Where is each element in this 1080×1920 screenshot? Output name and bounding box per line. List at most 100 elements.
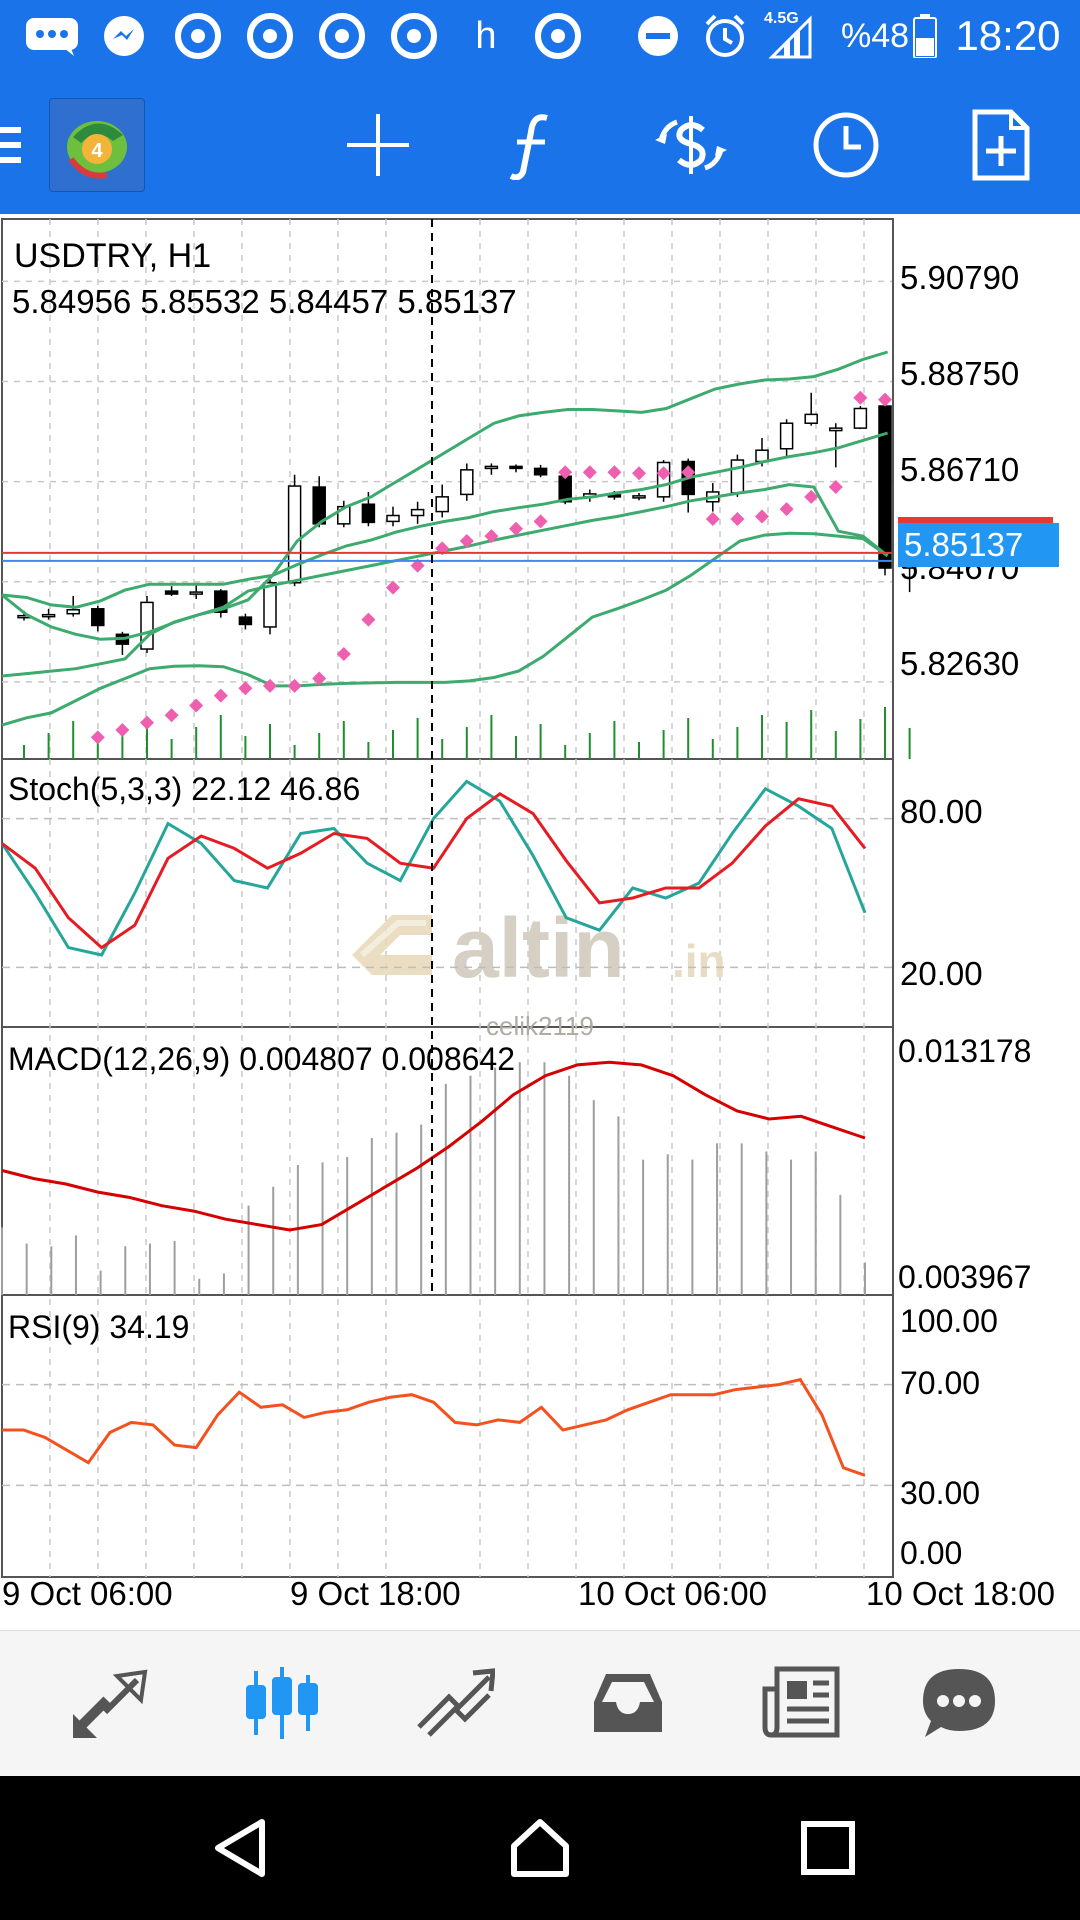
system-navigation-bar: [0, 1776, 1080, 1920]
bull-candle: [779, 422, 794, 450]
quotes-tab[interactable]: [54, 1653, 164, 1753]
sar-dot: [459, 534, 474, 549]
current-price-label: 5.85137: [898, 523, 1059, 567]
bear-candle: [312, 486, 326, 525]
trade-tab[interactable]: [400, 1653, 510, 1753]
sar-dot: [140, 715, 154, 730]
sar-dot: [90, 730, 105, 745]
macd-tick: 0.003967: [898, 1259, 1032, 1295]
sar-dot: [312, 671, 327, 686]
symbol-label: USDTRY, H1: [14, 237, 212, 275]
quotes-icon: [73, 1669, 148, 1738]
rsi-line: [2, 1377, 866, 1477]
alarm-icon: [698, 10, 752, 62]
chrome-icon: [530, 10, 586, 62]
news-tab[interactable]: [746, 1653, 856, 1753]
recents-button[interactable]: [778, 1798, 878, 1898]
bear-candle: [361, 503, 376, 524]
chrome-icon: [170, 10, 226, 62]
time-tick: 9 Oct 06:00: [2, 1575, 173, 1612]
watermark-user: celik2119: [486, 1011, 594, 1041]
watermark-brand: altin: [452, 901, 625, 995]
charts-tab[interactable]: [227, 1653, 337, 1753]
back-button[interactable]: [190, 1798, 290, 1898]
price-line-marker: [898, 517, 1053, 523]
ohlc-label: 5.84956 5.85532 5.84457 5.85137: [12, 283, 517, 320]
sar-dot: [828, 480, 843, 495]
stochastic-panel[interactable]: [0, 779, 893, 969]
new-order-icon[interactable]: [956, 100, 1046, 190]
bollinger-upper: [1, 350, 889, 678]
metatrader-4-icon[interactable]: 4: [49, 98, 145, 192]
timeframe-icon[interactable]: [801, 100, 891, 190]
bear-candle: [91, 608, 105, 627]
bull-candle: [484, 465, 499, 470]
sar-dot: [681, 465, 696, 480]
bear-candle: [607, 494, 622, 498]
stoch-tick: 80.00: [900, 793, 983, 830]
bull-candle: [632, 495, 646, 499]
bull-candle: [853, 407, 868, 429]
sar-dot: [582, 465, 597, 480]
chart-area[interactable]: altin .in celik2119 USDTRY, H1 5.84956 5…: [0, 215, 1080, 1615]
watermark-suffix: .in: [672, 935, 726, 987]
crosshair-icon[interactable]: [333, 100, 423, 190]
bull-candle: [829, 427, 843, 432]
sar-dot: [853, 390, 868, 405]
bear-candle: [533, 467, 548, 476]
svg-text:4: 4: [91, 140, 103, 162]
price-tick: 5.90790: [900, 259, 1020, 296]
time-tick: 9 Oct 18:00: [290, 1575, 461, 1612]
sar-dot: [632, 466, 646, 481]
sar-dot: [164, 708, 179, 723]
messenger-icon: [98, 10, 150, 62]
time-tick: 10 Oct 06:00: [578, 1575, 767, 1612]
sar-dot: [115, 723, 130, 738]
chat-tab[interactable]: [904, 1653, 1014, 1753]
status-bar: h 4.5G %48 18:20: [0, 0, 1080, 74]
sar-dot: [533, 514, 548, 529]
chrome-icon: [386, 10, 442, 62]
sar-dot: [705, 511, 720, 526]
battery-percent: %48: [840, 16, 910, 55]
sar-dot: [361, 612, 376, 627]
rsi-tick: 30.00: [900, 1475, 981, 1511]
news-icon: [762, 1666, 840, 1738]
macd-panel[interactable]: [1, 1060, 866, 1295]
price-chart-panel[interactable]: [1, 350, 917, 759]
clock-time: 18:20: [955, 12, 1061, 59]
sar-dot: [213, 688, 228, 703]
sar-dot: [287, 678, 302, 693]
sar-dot: [779, 502, 794, 517]
bollinger-lower-band: [1, 531, 889, 727]
rsi-tick: 100.00: [900, 1303, 998, 1339]
symbols-icon[interactable]: [646, 100, 736, 190]
rsi-tick: 0.00: [900, 1535, 963, 1571]
menu-icon[interactable]: [0, 100, 38, 190]
bull-candle: [189, 591, 203, 595]
bollinger-middle: [1, 431, 889, 609]
recents-icon: [801, 1821, 855, 1875]
price-tick: 5.86710: [900, 451, 1020, 488]
chat-icon: [923, 1669, 995, 1737]
chrome-icon: [242, 10, 298, 62]
chart-canvas[interactable]: altin .in celik2119: [0, 215, 1080, 1615]
sar-dot: [755, 509, 769, 524]
history-tab[interactable]: [573, 1653, 683, 1753]
bear-candle: [509, 465, 523, 470]
sar-dot: [878, 392, 892, 407]
sar-dot: [558, 465, 573, 480]
macd-label: MACD(12,26,9) 0.004807 0.008642: [8, 1041, 516, 1077]
rsi-panel[interactable]: [2, 1377, 893, 1487]
messages-icon: [22, 10, 82, 62]
indicators-icon[interactable]: [488, 100, 578, 190]
bear-candle: [164, 590, 179, 595]
bottom-navigation: [0, 1630, 1080, 1777]
bull-candle: [41, 613, 56, 618]
home-button[interactable]: [490, 1798, 590, 1898]
stoch-k-line: [0, 779, 867, 957]
sar-dot: [263, 678, 277, 693]
bull-candle: [460, 469, 474, 496]
sar-dot: [410, 558, 425, 573]
macd-signal-line: [1, 1060, 866, 1232]
